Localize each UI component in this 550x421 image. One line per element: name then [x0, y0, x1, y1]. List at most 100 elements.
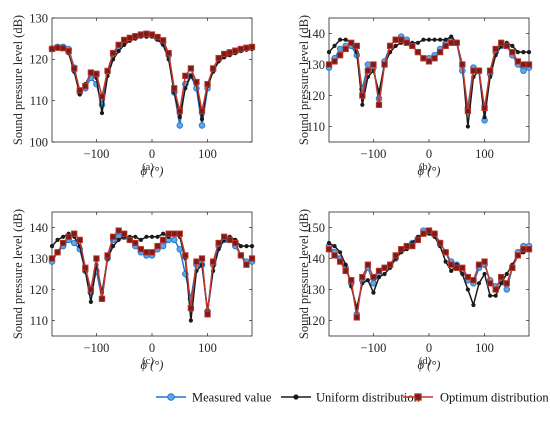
- data-point-optimum: [336, 52, 344, 59]
- data-point-optimum: [359, 273, 366, 281]
- data-point-optimum: [115, 41, 122, 49]
- data-point-optimum: [182, 252, 189, 259]
- data-point-uniform: [393, 43, 398, 49]
- chart-panels: 100 110 120 130 −100 0 100 Sound pressure level…: [11, 11, 533, 372]
- data-point-uniform: [326, 50, 332, 55]
- data-point-optimum: [104, 67, 111, 75]
- data-point-optimum: [436, 239, 444, 247]
- data-point-optimum: [226, 236, 233, 244]
- y-tick-label: 130: [29, 252, 48, 266]
- legend-marker-optimum: [414, 393, 422, 401]
- data-point-uniform: [238, 244, 243, 249]
- data-point-uniform: [482, 115, 487, 120]
- data-point-optimum: [204, 80, 211, 88]
- data-point-optimum: [248, 43, 256, 51]
- data-point-optimum: [143, 249, 150, 256]
- data-point-optimum: [509, 48, 516, 56]
- data-point-optimum: [459, 264, 466, 271]
- x-axis-label: ϕ (°): [141, 164, 164, 178]
- data-point-optimum: [187, 304, 195, 312]
- data-point-optimum: [237, 45, 245, 53]
- data-point-optimum: [520, 61, 527, 68]
- series-measured: [48, 31, 256, 129]
- data-point-optimum: [65, 47, 72, 55]
- data-point-optimum: [353, 314, 360, 321]
- x-axis-label: ϕ (°): [418, 164, 441, 178]
- data-point-optimum: [436, 48, 444, 56]
- data-point-optimum: [386, 261, 394, 268]
- data-point-uniform: [155, 234, 160, 239]
- data-point-uniform: [476, 281, 482, 286]
- data-point-optimum: [364, 67, 372, 74]
- data-point-uniform: [343, 37, 348, 42]
- data-point-measured: [520, 67, 527, 74]
- data-point-optimum: [93, 255, 100, 262]
- data-point-measured: [336, 45, 344, 53]
- data-point-optimum: [486, 280, 494, 287]
- data-point-optimum: [237, 252, 245, 259]
- data-point-optimum: [475, 67, 483, 74]
- data-point-optimum: [243, 44, 250, 51]
- chart-panel-4: 120 130 140 150 −100 0 100 Sound pressure level…: [297, 209, 533, 372]
- series-uniform: [326, 231, 532, 311]
- series-optimum: [325, 227, 533, 321]
- data-point-optimum: [331, 58, 338, 65]
- data-point-optimum: [525, 246, 533, 253]
- legend-label-measured: Measured value: [192, 391, 272, 405]
- data-point-optimum: [359, 92, 366, 99]
- data-point-optimum: [132, 239, 139, 247]
- data-point-optimum: [104, 252, 111, 259]
- data-point-optimum: [71, 65, 78, 72]
- data-point-optimum: [464, 273, 472, 281]
- data-point-uniform: [471, 302, 476, 308]
- data-point-uniform: [138, 237, 143, 242]
- x-tick-label: 100: [475, 147, 494, 161]
- y-axis-label: Sound pressure level (dB): [297, 209, 311, 339]
- data-point-optimum: [243, 261, 250, 268]
- data-point-optimum: [154, 242, 161, 250]
- data-point-optimum: [154, 33, 161, 41]
- x-tick-label: 0: [426, 341, 432, 355]
- data-point-uniform: [188, 318, 193, 323]
- data-point-optimum: [187, 65, 195, 72]
- data-point-optimum: [126, 34, 133, 41]
- y-tick-label: 110: [30, 94, 48, 108]
- series-uniform: [49, 34, 255, 122]
- legend: Measured value Uniform distribution Opti…: [156, 391, 549, 405]
- x-tick-label: −100: [84, 341, 110, 355]
- data-point-uniform: [510, 43, 515, 49]
- data-point-optimum: [481, 258, 488, 265]
- data-point-optimum: [470, 67, 477, 74]
- data-point-measured: [503, 286, 511, 293]
- series-optimum: [48, 30, 256, 115]
- y-tick-label: 140: [306, 27, 325, 41]
- data-point-optimum: [414, 236, 422, 244]
- x-tick-label: −100: [84, 147, 110, 161]
- data-point-optimum: [398, 36, 405, 43]
- y-tick-label: 150: [306, 221, 325, 235]
- data-point-optimum: [425, 58, 433, 65]
- data-point-optimum: [336, 258, 344, 265]
- data-point-uniform: [332, 43, 337, 49]
- data-point-optimum: [54, 44, 61, 51]
- y-tick-label: 110: [307, 120, 325, 134]
- data-point-measured: [176, 122, 184, 129]
- data-point-optimum: [414, 48, 422, 56]
- legend-marker-uniform: [293, 394, 299, 400]
- data-point-optimum: [171, 230, 178, 237]
- data-point-optimum: [148, 31, 156, 38]
- y-axis-label: Sound pressure level (dB): [297, 15, 311, 145]
- data-point-optimum: [392, 252, 399, 259]
- y-tick-label: 130: [306, 283, 325, 297]
- data-point-measured: [364, 61, 372, 68]
- data-point-optimum: [165, 49, 172, 57]
- data-point-uniform: [88, 299, 93, 304]
- data-point-uniform: [499, 281, 504, 286]
- data-point-optimum: [193, 78, 200, 86]
- data-point-optimum: [109, 233, 117, 240]
- legend-label-optimum: Optimum distribution: [440, 391, 549, 405]
- data-point-uniform: [526, 50, 532, 55]
- data-point-optimum: [137, 31, 145, 38]
- data-point-uniform: [133, 234, 138, 239]
- data-point-optimum: [375, 101, 383, 108]
